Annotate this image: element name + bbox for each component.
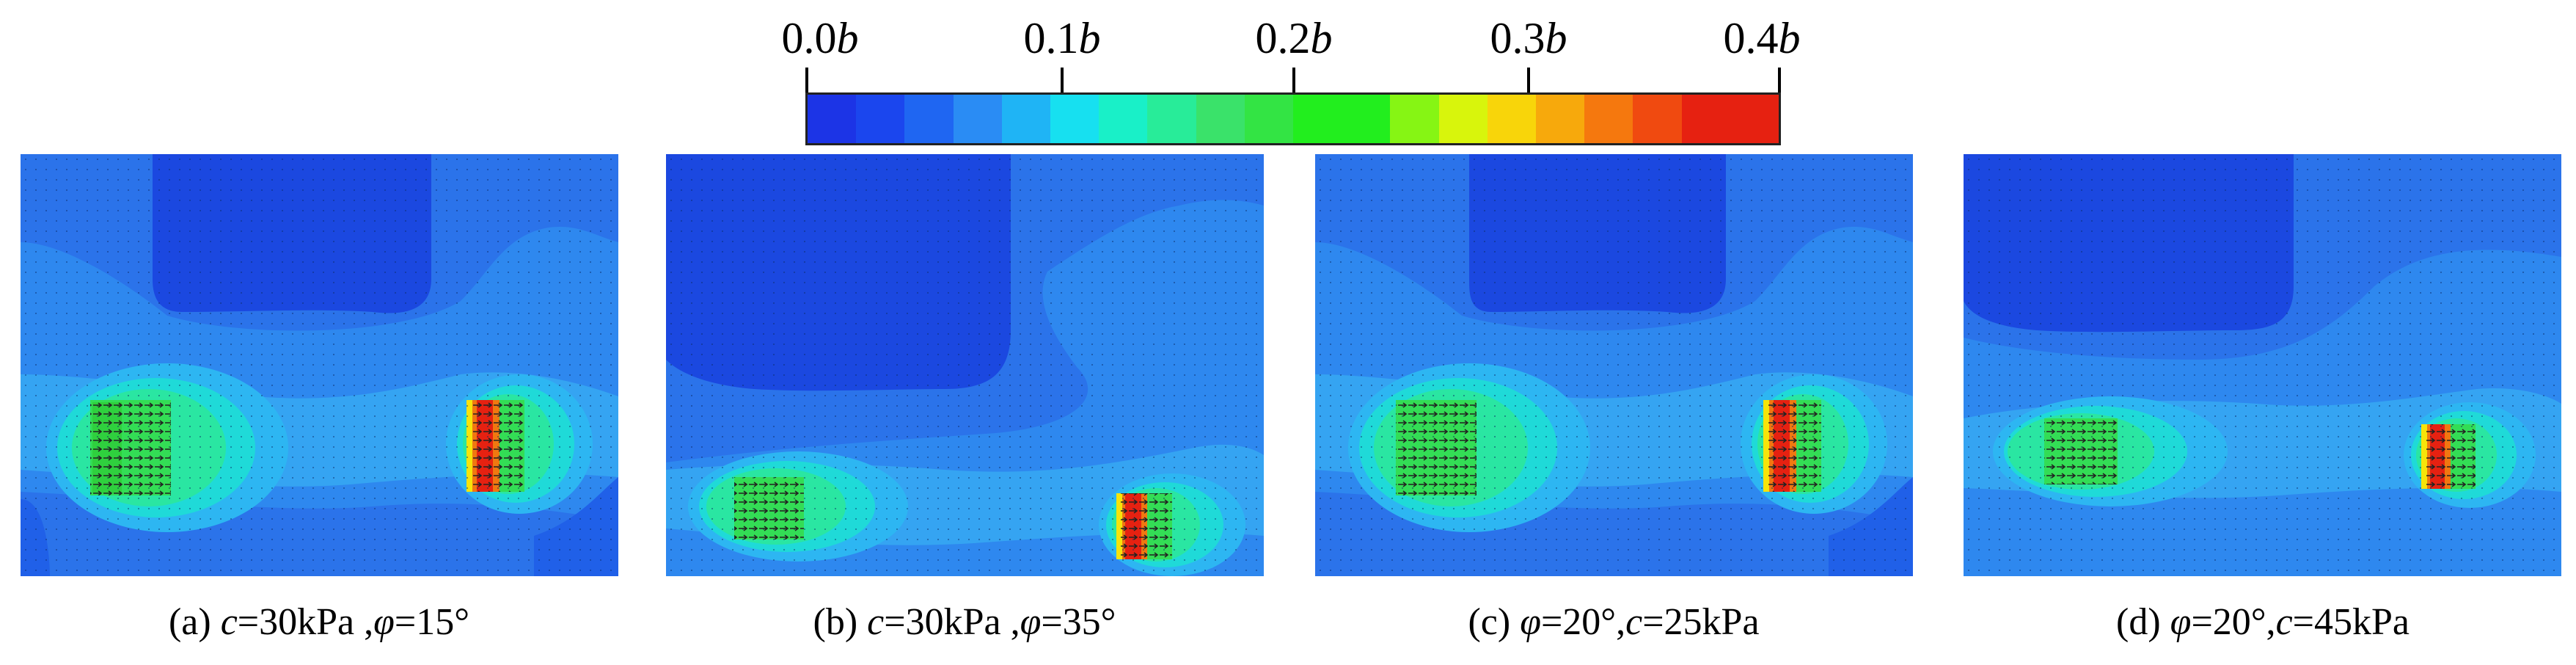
- colorbar-swatch-8: [1196, 95, 1245, 143]
- colorbar-label-4: 0.4b: [1723, 14, 1801, 62]
- colorbar-swatch-16: [1584, 95, 1633, 143]
- colorbar-swatch-11: [1342, 95, 1391, 143]
- colorbar: [805, 92, 1781, 145]
- contour-panel-a: [21, 154, 618, 576]
- colorbar-swatch-17: [1633, 95, 1682, 143]
- contour-panel-b: [666, 154, 1264, 576]
- colorbar-swatch-9: [1244, 95, 1294, 143]
- caption-b: (b) c=30kPa ,φ=35°: [813, 601, 1116, 643]
- colorbar-swatch-1: [856, 95, 905, 143]
- caption-d: (d) φ=20°,c=45kPa: [2116, 601, 2409, 643]
- colorbar-swatch-0: [808, 95, 857, 143]
- contour-plot-d: [1964, 154, 2561, 576]
- colorbar-label-0: 0.0b: [781, 14, 859, 62]
- colorbar-swatch-12: [1390, 95, 1439, 143]
- colorbar-swatch-14: [1487, 95, 1537, 143]
- colorbar-label-3: 0.3b: [1490, 14, 1567, 62]
- colorbar-swatch-5: [1050, 95, 1099, 143]
- colorbar-swatch-2: [904, 95, 954, 143]
- contour-plot-a: [21, 154, 618, 576]
- colorbar-swatch-15: [1536, 95, 1585, 143]
- colorbar-swatch-18: [1681, 95, 1730, 143]
- colorbar-label-1: 0.1b: [1023, 14, 1101, 62]
- colorbar-swatch-7: [1147, 95, 1196, 143]
- colorbar-swatch-19: [1730, 95, 1779, 143]
- colorbar-swatch-3: [953, 95, 1002, 143]
- caption-c: (c) φ=20°,c=25kPa: [1468, 601, 1760, 643]
- colorbar-swatch-4: [1001, 95, 1051, 143]
- colorbar-label-2: 0.2b: [1255, 14, 1333, 62]
- caption-a: (a) c=30kPa ,φ=15°: [168, 601, 470, 643]
- contour-panel-d: [1964, 154, 2561, 576]
- colorbar-swatch-13: [1438, 95, 1488, 143]
- contour-plot-b: [666, 154, 1264, 576]
- colorbar-swatch-10: [1293, 95, 1342, 143]
- contour-plot-c: [1315, 154, 1913, 576]
- colorbar-swatch-6: [1099, 95, 1148, 143]
- colorbar-ticks: [805, 68, 1781, 92]
- contour-panel-c: [1315, 154, 1913, 576]
